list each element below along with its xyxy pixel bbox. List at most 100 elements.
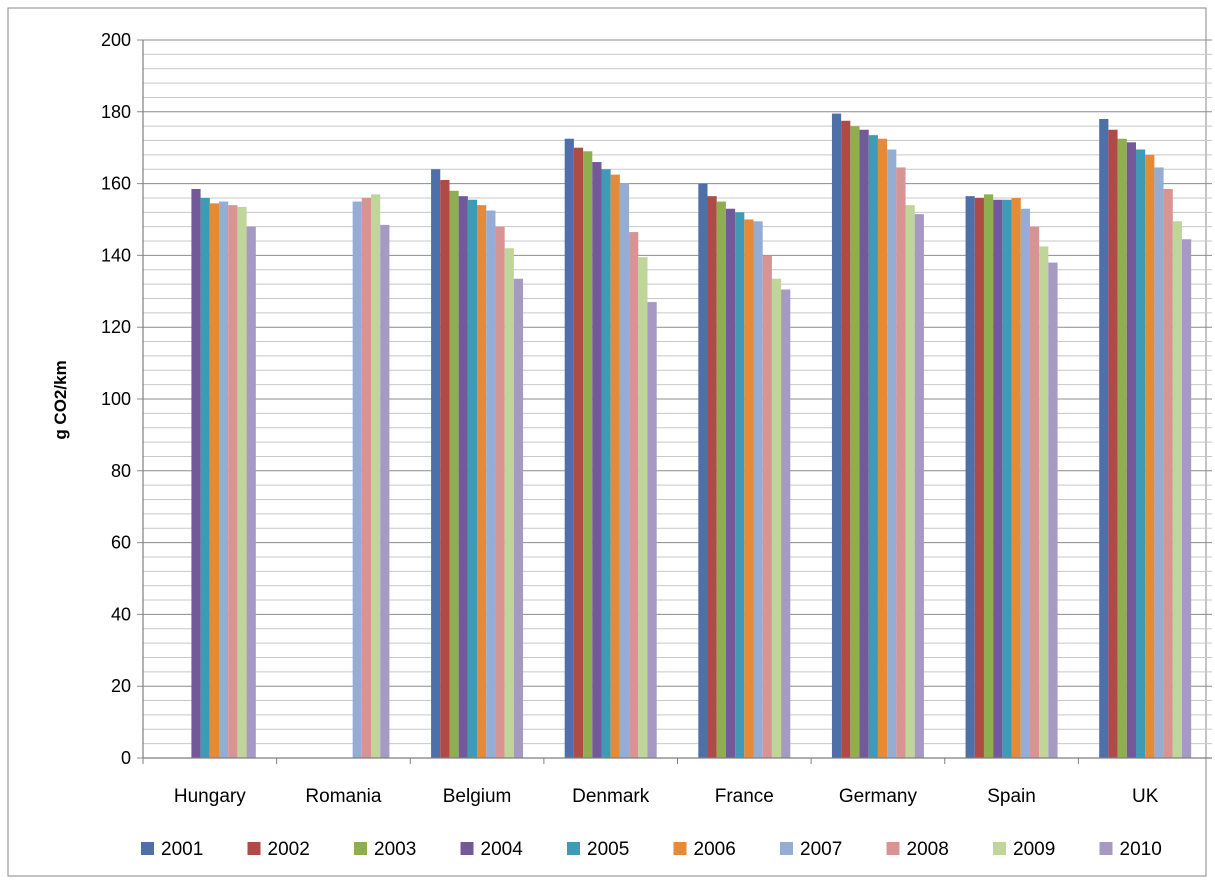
bar-germany-2001 xyxy=(831,113,842,759)
x-tick-label: Denmark xyxy=(572,786,650,807)
legend: 2001 2002 2003 2004 2005 2006 2007 2008 2009 2010 xyxy=(141,839,1162,860)
bar-germany-2004 xyxy=(859,129,869,758)
bar-denmark-2002 xyxy=(573,147,584,758)
legend-swatch-2008 xyxy=(886,842,900,855)
bar-france-2002 xyxy=(707,196,717,759)
bar-uk-2009 xyxy=(1172,221,1182,759)
y-tick-label: 0 xyxy=(121,748,131,768)
bar-uk-2007 xyxy=(1154,167,1164,758)
bar-denmark-2010 xyxy=(647,302,657,758)
y-tick-label: 160 xyxy=(101,174,131,194)
bar-denmark-2005 xyxy=(601,169,611,759)
bar-germany-2009 xyxy=(905,205,915,758)
y-tick-label: 100 xyxy=(101,389,131,409)
bar-belgium-2009 xyxy=(504,248,514,758)
bar-spain-2010 xyxy=(1048,262,1058,758)
bar-belgium-2008 xyxy=(495,226,505,758)
x-tick-label: Hungary xyxy=(174,786,246,807)
bar-germany-2007 xyxy=(887,149,897,758)
y-tick-label: 200 xyxy=(101,30,131,50)
y-axis-title: g CO2/km xyxy=(51,360,70,439)
bar-spain-2006 xyxy=(1011,197,1021,758)
bar-denmark-2006 xyxy=(610,174,620,758)
y-tick-label: 20 xyxy=(111,676,131,696)
bar-romania-2009 xyxy=(371,194,381,758)
y-tick-label: 60 xyxy=(111,533,131,553)
bar-uk-2010 xyxy=(1181,239,1192,758)
bar-belgium-2007 xyxy=(486,210,496,758)
legend-swatch-2006 xyxy=(673,842,687,855)
legend-swatch-2001 xyxy=(141,842,154,855)
bar-hungary-2010 xyxy=(246,226,256,758)
legend-label: 2004 xyxy=(481,839,524,860)
bar-hungary-2004 xyxy=(191,188,201,759)
bars xyxy=(191,113,1192,759)
bar-france-2008 xyxy=(762,255,772,758)
bar-belgium-2003 xyxy=(449,190,459,758)
legend-label: 2006 xyxy=(694,839,736,860)
x-tick-label: Spain xyxy=(987,786,1036,807)
x-tick-label: Romania xyxy=(305,786,381,807)
legend-label: 2002 xyxy=(268,839,310,860)
bar-spain-2003 xyxy=(983,194,994,758)
bar-france-2001 xyxy=(698,183,708,759)
bar-uk-2003 xyxy=(1117,138,1127,759)
bar-belgium-2005 xyxy=(467,199,478,758)
bar-belgium-2002 xyxy=(440,180,450,758)
bar-france-2006 xyxy=(744,219,754,758)
bar-uk-2008 xyxy=(1163,188,1173,759)
legend-swatch-2009 xyxy=(993,842,1006,855)
bar-romania-2010 xyxy=(380,224,390,758)
x-tick-label: UK xyxy=(1132,786,1159,807)
bar-hungary-2008 xyxy=(228,205,238,758)
bar-spain-2005 xyxy=(1002,199,1012,758)
bar-denmark-2008 xyxy=(629,232,639,758)
legend-label: 2010 xyxy=(1120,839,1162,860)
bar-france-2010 xyxy=(781,289,791,758)
y-tick-label: 180 xyxy=(101,102,131,122)
y-tick-label: 120 xyxy=(101,317,131,337)
legend-swatch-2010 xyxy=(1099,842,1113,855)
bar-romania-2008 xyxy=(361,197,372,758)
bar-germany-2003 xyxy=(850,126,860,758)
bar-spain-2002 xyxy=(974,197,984,758)
bar-france-2003 xyxy=(716,201,726,759)
legend-swatch-2002 xyxy=(247,842,261,855)
legend-label: 2003 xyxy=(374,839,416,860)
bar-uk-2002 xyxy=(1108,129,1118,758)
bar-uk-2005 xyxy=(1135,149,1146,758)
y-tick-label: 40 xyxy=(111,604,131,624)
x-tick-label: France xyxy=(715,786,774,807)
legend-label: 2007 xyxy=(800,839,842,860)
bar-france-2007 xyxy=(753,221,763,759)
y-tick-label: 80 xyxy=(111,461,131,481)
bar-france-2004 xyxy=(725,208,736,759)
bar-denmark-2004 xyxy=(592,162,602,758)
bar-belgium-2004 xyxy=(458,196,468,759)
bar-germany-2006 xyxy=(877,138,888,759)
legend-swatch-2007 xyxy=(780,842,793,855)
bar-belgium-2001 xyxy=(431,169,441,759)
bar-belgium-2006 xyxy=(477,205,487,758)
bar-spain-2007 xyxy=(1020,208,1030,759)
legend-label: 2005 xyxy=(587,839,629,860)
legend-swatch-2005 xyxy=(567,842,580,855)
bar-uk-2001 xyxy=(1099,118,1109,759)
bar-hungary-2007 xyxy=(219,201,229,759)
bar-germany-2005 xyxy=(868,135,878,758)
bar-hungary-2006 xyxy=(209,203,220,759)
x-tick-label: Belgium xyxy=(443,786,512,807)
legend-label: 2008 xyxy=(907,839,949,860)
bar-hungary-2005 xyxy=(200,197,210,758)
bar-uk-2004 xyxy=(1126,142,1136,758)
bar-spain-2001 xyxy=(965,196,975,759)
bar-denmark-2003 xyxy=(583,151,593,759)
bar-romania-2007 xyxy=(352,201,362,759)
bar-france-2009 xyxy=(771,278,782,758)
legend-label: 2001 xyxy=(161,839,203,860)
bar-spain-2009 xyxy=(1039,246,1049,759)
bar-belgium-2010 xyxy=(513,278,524,758)
legend-label: 2009 xyxy=(1013,839,1055,860)
